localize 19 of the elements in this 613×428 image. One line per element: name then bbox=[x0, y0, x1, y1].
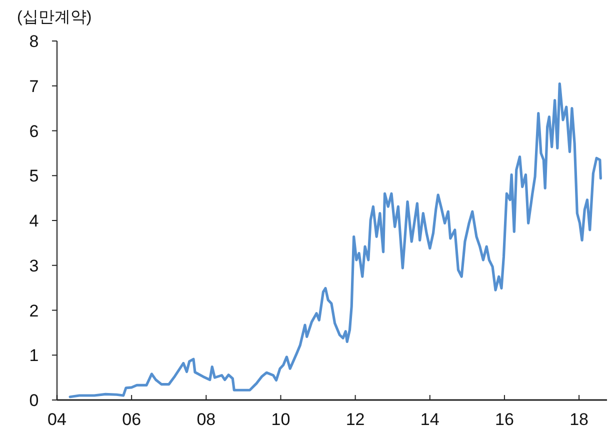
y-tick-label: 4 bbox=[29, 212, 39, 230]
x-tick-label: 04 bbox=[48, 410, 66, 428]
x-tick-label: 10 bbox=[271, 410, 290, 428]
y-tick-label: 8 bbox=[29, 32, 39, 51]
y-tick-label: 2 bbox=[29, 301, 39, 320]
x-tick-label: 12 bbox=[346, 410, 365, 428]
x-tick-label: 14 bbox=[420, 410, 440, 428]
y-tick-label: 7 bbox=[29, 76, 39, 96]
x-tick-label: 08 bbox=[196, 410, 216, 428]
y-tick-label: 1 bbox=[29, 346, 39, 366]
y-tick-label: 0 bbox=[29, 391, 39, 410]
line-series bbox=[68, 82, 602, 398]
x-tick-label: 06 bbox=[122, 410, 142, 428]
x-tick-label: 18 bbox=[570, 410, 588, 428]
y-tick-label: 5 bbox=[29, 166, 39, 186]
y-tick-label: 3 bbox=[29, 256, 39, 276]
x-tick-label: 16 bbox=[494, 410, 514, 428]
y-tick-label: 6 bbox=[29, 122, 39, 141]
y-axis-title: (십만계약) bbox=[17, 9, 92, 26]
